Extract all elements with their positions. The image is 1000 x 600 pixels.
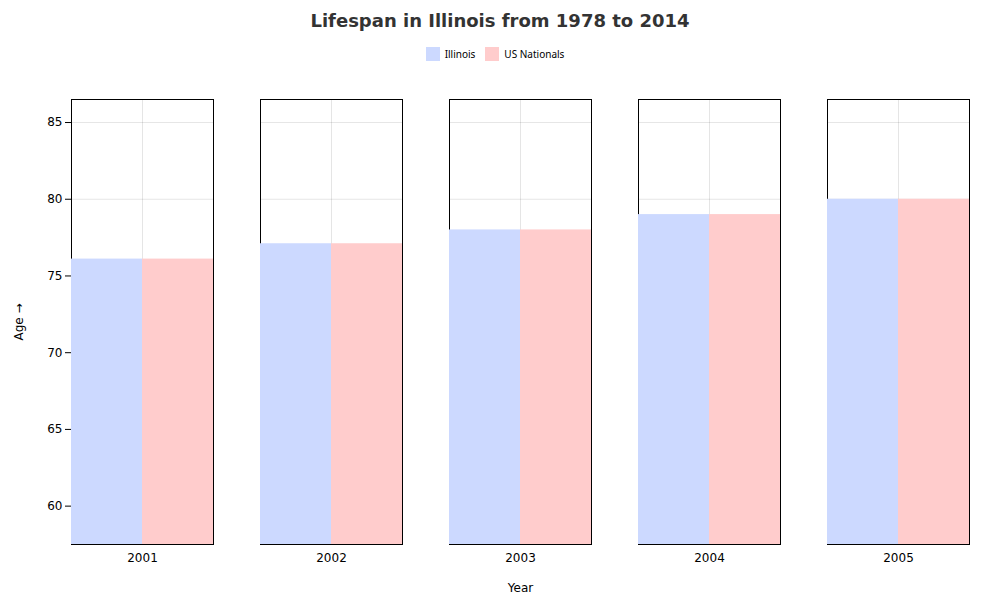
svg-text:2002: 2002 <box>316 551 347 565</box>
html-text:Lifespan in Illinois from 1978: Lifespan in Illinois from 1978 to 2014 <box>310 10 690 31</box>
svg-text:2003: 2003 <box>505 551 536 565</box>
html-text:Illinois: Illinois <box>444 46 476 61</box>
svg-text:2001: 2001 <box>127 551 158 565</box>
svg-text:Age →: Age → <box>12 303 26 340</box>
svg-text:Year: Year <box>507 581 533 595</box>
svg-text:85: 85 <box>47 115 62 129</box>
svg-text:70: 70 <box>47 346 62 360</box>
svg-text:80: 80 <box>47 192 62 206</box>
svg-text:60: 60 <box>47 499 62 513</box>
html-text:US Nationals: US Nationals <box>504 46 565 61</box>
svg-text:75: 75 <box>47 269 62 283</box>
svg-text:65: 65 <box>47 422 62 436</box>
svg-text:2005: 2005 <box>883 551 914 565</box>
svg-text:2004: 2004 <box>694 551 725 565</box>
